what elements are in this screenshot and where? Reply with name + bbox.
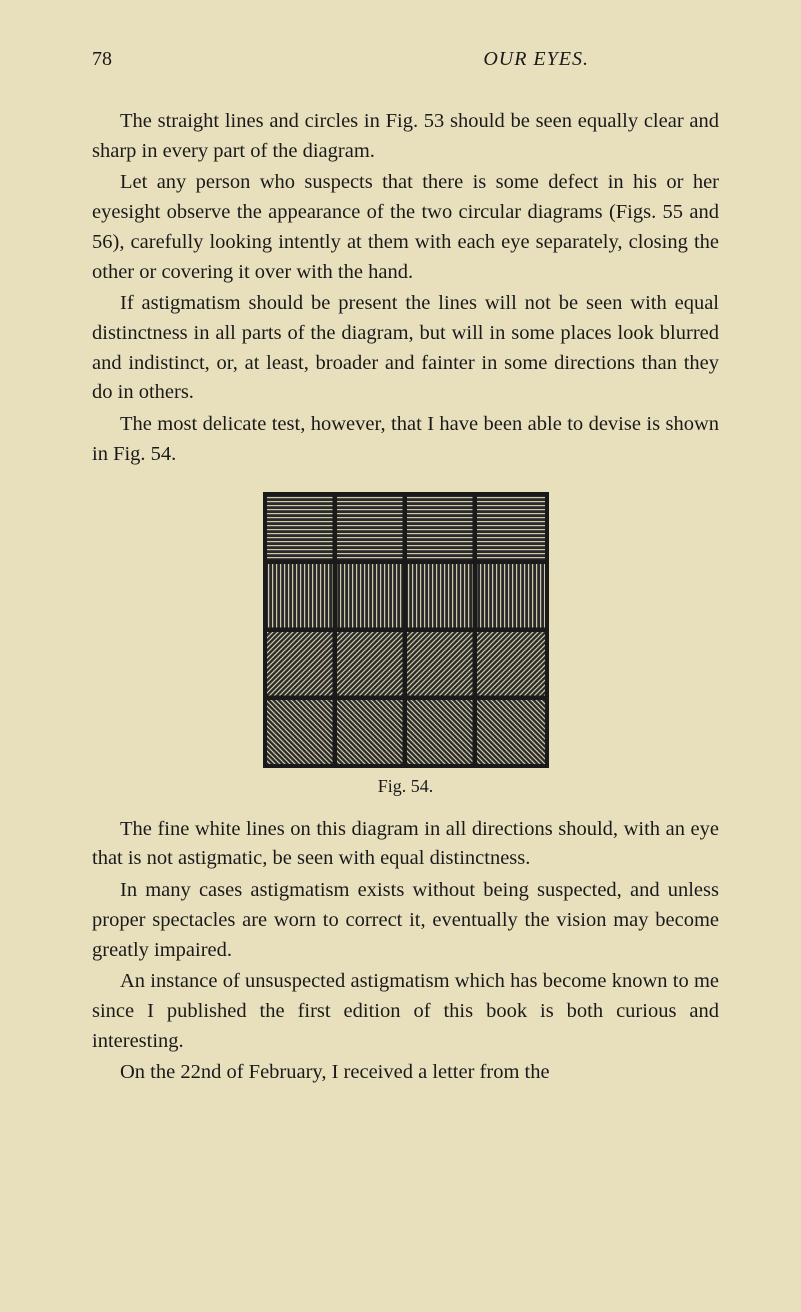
page-header: 78 OUR EYES. <box>92 48 719 71</box>
page-number: 78 <box>92 48 112 71</box>
paragraph-3: If astigmatism should be present the lin… <box>92 289 719 408</box>
paragraph-8: On the 22nd of February, I received a le… <box>92 1058 719 1088</box>
paragraph-5: The fine white lines on this diagram in … <box>92 815 719 874</box>
paragraph-4: The most delicate test, however, that I … <box>92 410 719 469</box>
figure-caption: Fig. 54. <box>378 776 434 797</box>
paragraph-2: Let any person who suspects that there i… <box>92 168 719 287</box>
paragraph-6: In many cases astigmatism exists without… <box>92 876 719 965</box>
book-title: OUR EYES. <box>483 48 589 71</box>
paragraph-7: An instance of unsuspected astigmatism w… <box>92 967 719 1056</box>
figure-54-svg <box>263 492 549 768</box>
paragraph-1: The straight lines and circles in Fig. 5… <box>92 107 719 166</box>
figure-54: Fig. 54. <box>92 492 719 797</box>
